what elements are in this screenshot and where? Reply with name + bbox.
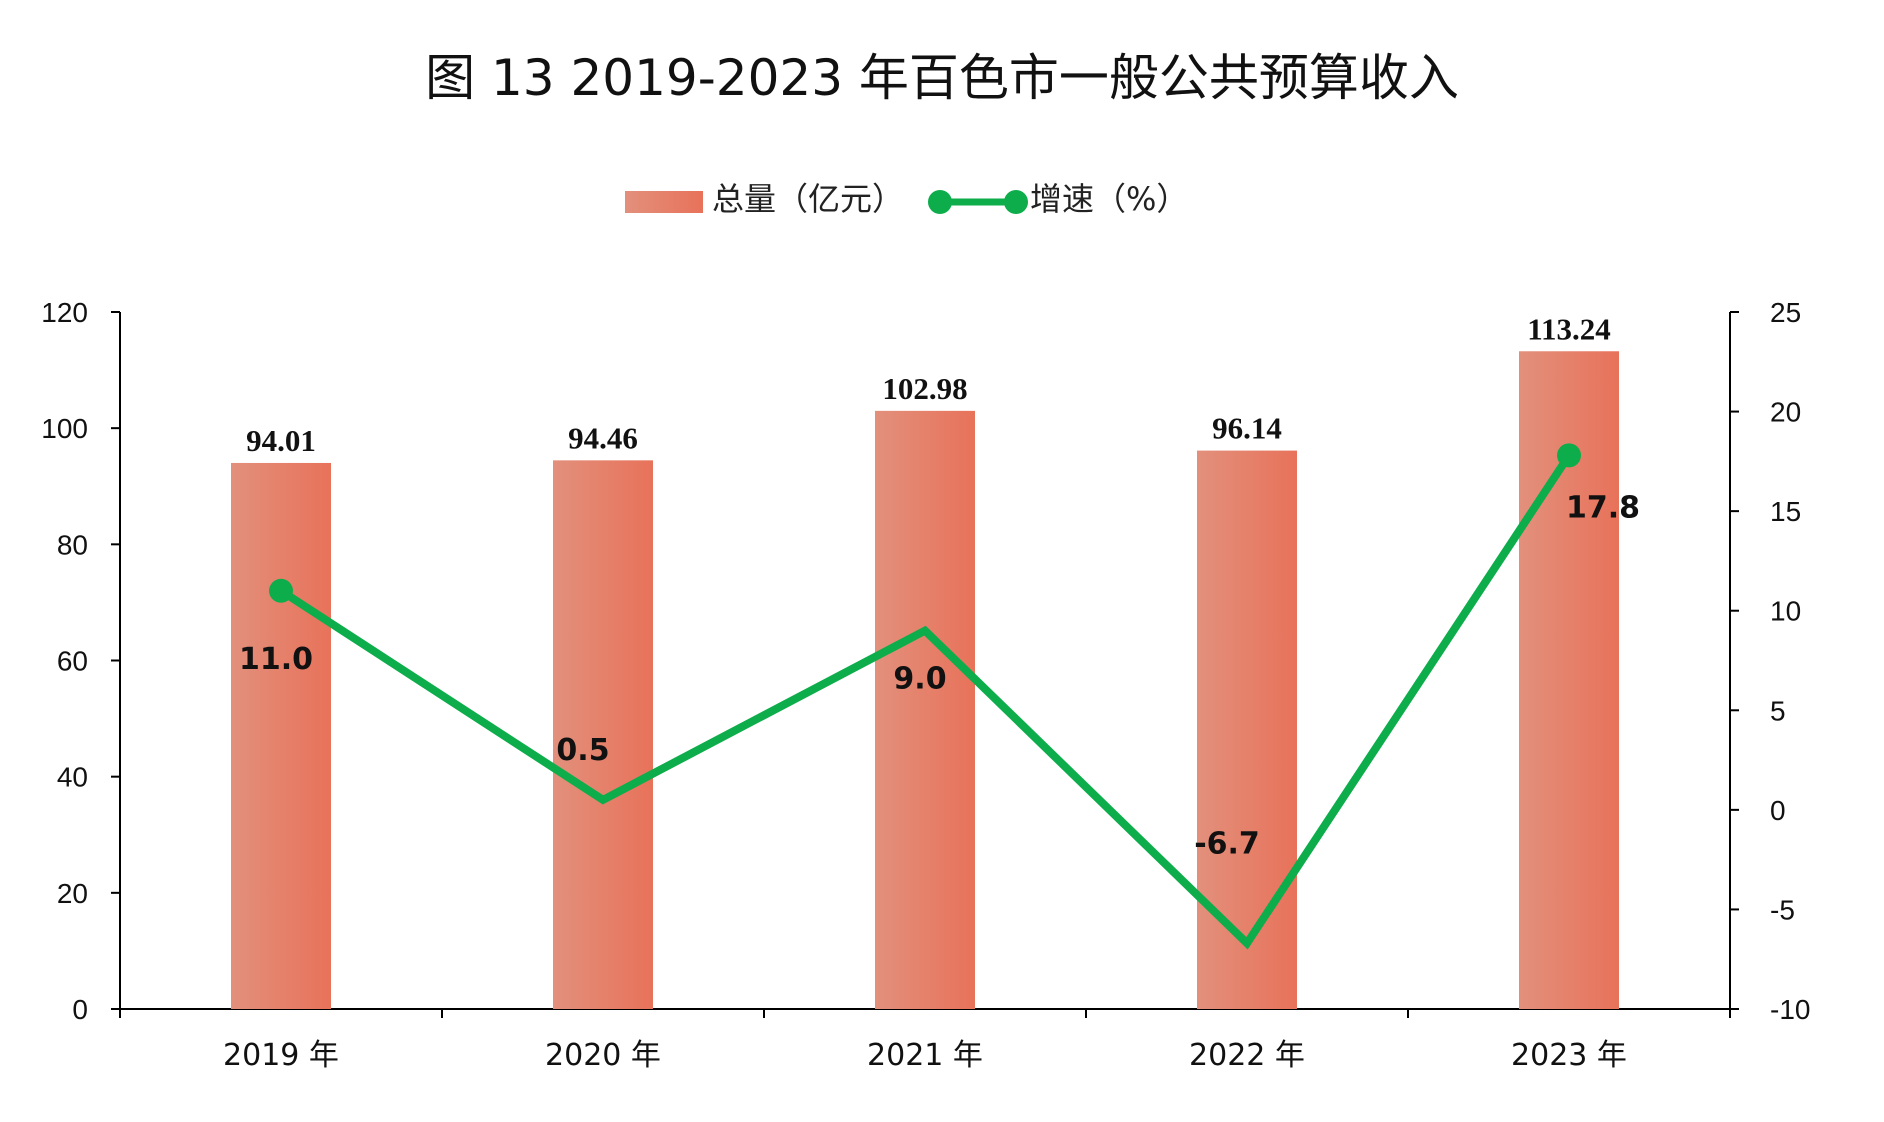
y-left-tick-label: 120 — [41, 297, 88, 328]
y-left-tick-label: 40 — [57, 762, 88, 793]
y-right-tick-label: 20 — [1770, 397, 1801, 428]
bar — [553, 460, 653, 1009]
growth-value-label: -6.7 — [1194, 826, 1260, 861]
y-left-tick-label: 80 — [57, 529, 88, 560]
legend-line-marker — [928, 190, 952, 214]
y-right-tick-label: 10 — [1770, 596, 1801, 627]
legend-line-label: 增速（%） — [1030, 180, 1188, 218]
legend-bar-swatch — [625, 191, 703, 213]
y-right-tick-label: 15 — [1770, 496, 1801, 527]
x-tick-label: 2019 年 — [223, 1038, 339, 1073]
y-right-tick-label: 25 — [1770, 297, 1801, 328]
legend: 总量（亿元） 增速（%） — [625, 180, 1188, 218]
x-tick-label: 2022 年 — [1189, 1038, 1305, 1073]
y-left-tick-label: 0 — [72, 994, 88, 1025]
x-tick-label: 2021 年 — [867, 1038, 983, 1073]
chart-title: 图 13 2019-2023 年百色市一般公共预算收入 — [425, 49, 1459, 107]
growth-point — [269, 578, 293, 603]
y-right-tick-label: 0 — [1770, 795, 1786, 826]
growth-line — [278, 453, 1573, 950]
growth-point — [1557, 443, 1581, 468]
bar-value-label: 94.01 — [246, 423, 316, 458]
bar — [1197, 450, 1297, 1010]
growth-value-label: 11.0 — [239, 642, 313, 677]
y-right-tick-label: -10 — [1770, 994, 1810, 1025]
y-left-tick-label: 100 — [41, 413, 88, 444]
y-right-tick-label: -5 — [1770, 894, 1795, 925]
bar — [875, 410, 975, 1010]
x-tick-label: 2023 年 — [1511, 1038, 1627, 1073]
growth-value-label: 17.8 — [1566, 490, 1640, 525]
growth-value-label: 9.0 — [893, 662, 946, 697]
line-series — [269, 443, 1581, 950]
growth-value-label: 0.5 — [556, 733, 609, 768]
bars — [231, 351, 1619, 1010]
y-left-tick-label: 60 — [57, 646, 88, 677]
bar-value-label: 113.24 — [1527, 311, 1611, 346]
data-labels: 94.01 94.46 102.98 96.14 113.24 11.0 0.5 9.0 -6.… — [239, 311, 1640, 861]
bar — [231, 462, 331, 1009]
x-tick-label: 2020 年 — [545, 1038, 661, 1073]
legend-line-marker — [1004, 190, 1028, 214]
axes: 0 20 40 60 80 100 120 -10 -5 0 5 10 15 20 25 2019 年 2020… — [41, 297, 1810, 1073]
bar-value-label: 102.98 — [882, 371, 967, 406]
bar-value-label: 96.14 — [1212, 411, 1282, 446]
legend-bar-label: 总量（亿元） — [712, 180, 904, 218]
bar-value-label: 94.46 — [568, 420, 638, 455]
y-left-tick-label: 20 — [57, 878, 88, 909]
y-right-tick-label: 5 — [1770, 695, 1786, 726]
